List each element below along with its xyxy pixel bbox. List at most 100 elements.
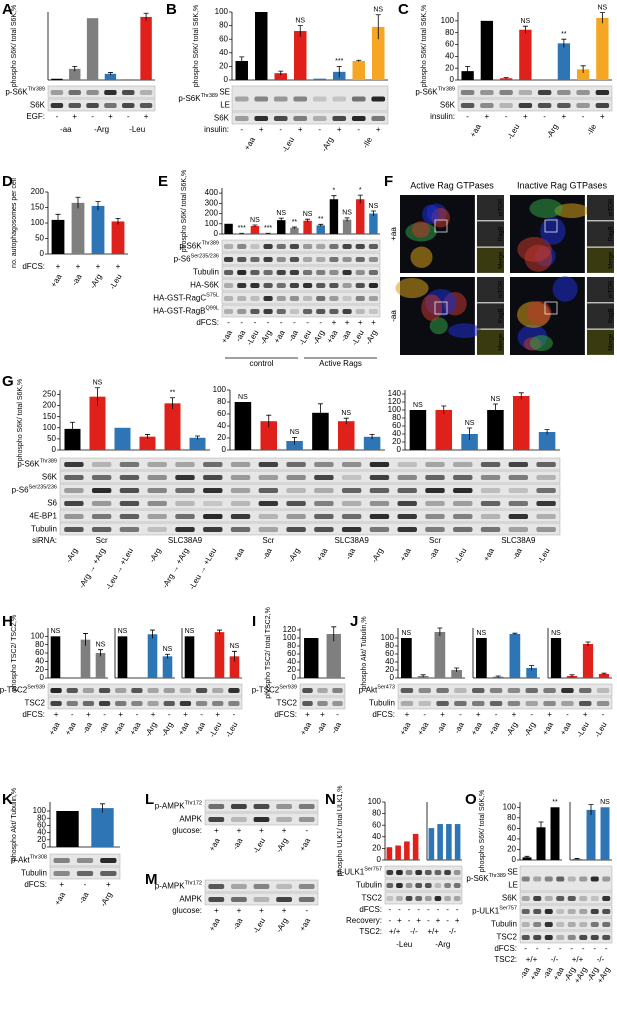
blot-background: [299, 683, 346, 697]
y-tick-label: 40: [35, 656, 44, 665]
blot-band: [386, 896, 394, 901]
blot-label: p-S6KThr389: [17, 459, 57, 469]
blot-band: [250, 296, 260, 301]
bar: [286, 441, 303, 450]
blot-band: [276, 804, 293, 809]
bar: [277, 220, 286, 234]
panel-letter: N: [325, 791, 336, 808]
condition-value: +: [600, 112, 605, 121]
blot-band: [453, 462, 473, 467]
condition-value: -: [71, 710, 74, 719]
condition-value: -: [227, 318, 230, 327]
y-tick-label: 0: [40, 249, 45, 258]
blot-band: [286, 462, 306, 467]
blot-band: [230, 475, 251, 480]
blot-band: [175, 501, 195, 506]
channel-label: Merge: [609, 333, 615, 351]
blot-label: p-S6KThr389: [415, 87, 455, 97]
error-bar: [601, 672, 607, 675]
blot-name: p-S6: [174, 255, 191, 264]
blot-band: [237, 257, 247, 262]
group-label: -aa: [329, 720, 343, 735]
blot-band: [329, 257, 339, 262]
group-label: -Arg: [274, 837, 289, 855]
blot-band: [536, 527, 556, 532]
significance-label: NS: [51, 628, 61, 635]
error-bar: [420, 674, 426, 678]
y-tick-label: 50: [35, 234, 44, 243]
bar: [214, 632, 225, 678]
blot-band: [147, 688, 159, 693]
blot-name: p-S6K: [178, 94, 201, 103]
blot-label: p-S6KThr389: [466, 873, 506, 883]
condition-value: +: [298, 125, 303, 134]
bar: [51, 78, 63, 80]
blot-band: [312, 116, 327, 121]
condition-value: -: [547, 944, 550, 953]
blot-background: [231, 111, 389, 125]
image-row-label: +aa: [389, 227, 398, 241]
blot-superscript: Ser757: [499, 906, 517, 912]
blot-label: Tubulin: [369, 699, 395, 708]
error-bar: [292, 437, 298, 445]
bar: [446, 824, 452, 860]
blot-band: [286, 501, 306, 506]
error-bar: [266, 414, 272, 428]
bar: [104, 73, 117, 80]
blot-band: [397, 462, 417, 467]
bar: [461, 434, 478, 450]
blot-band: [91, 488, 112, 493]
group-label: -aa: [231, 836, 245, 851]
condition-value: +: [183, 710, 188, 719]
condition-value: -: [306, 318, 309, 327]
blot-band: [50, 90, 64, 95]
y-tick-label: 100: [33, 806, 47, 815]
condition-label: Recovery:: [346, 916, 382, 925]
condition-value: +: [320, 710, 325, 719]
blot-band: [258, 462, 279, 467]
condition-value: -: [293, 318, 296, 327]
blot-superscript: Ser235/236: [29, 485, 57, 491]
error-bar: [492, 403, 498, 416]
blot-band: [86, 90, 99, 95]
y-tick-label: 20: [392, 437, 401, 446]
error-bar: [278, 217, 284, 223]
cell-signal: [540, 217, 566, 245]
blot-band: [119, 514, 140, 519]
condition-value: -: [605, 944, 608, 953]
blot-band: [195, 688, 208, 693]
blot-name: S6: [47, 499, 57, 508]
blot-band: [119, 475, 140, 480]
blot-band: [590, 876, 599, 882]
blot-band: [418, 688, 431, 693]
condition-value: +: [116, 262, 121, 271]
condition-value: Scr: [262, 536, 274, 545]
y-tick-label: 100: [205, 219, 219, 228]
error-bar: [588, 804, 594, 816]
subgroup-label: Active Rags: [319, 359, 362, 368]
blot-label: HA-S6K: [190, 281, 220, 290]
blot-band: [302, 701, 313, 706]
blot-band: [595, 90, 610, 95]
blot-name: p-TSC2: [0, 686, 28, 695]
bar: [89, 396, 106, 450]
blot-band: [368, 257, 379, 262]
y-tick-label: 100: [283, 633, 297, 642]
error-bar: [529, 665, 535, 671]
cell-signal: [524, 244, 553, 272]
blot-label: Tubulin: [193, 268, 219, 277]
blot-band: [444, 896, 451, 901]
blot-band: [544, 896, 553, 901]
bar: [522, 857, 532, 860]
error-bar: [165, 653, 170, 659]
blot-exposure-tag: LE: [220, 101, 230, 110]
blot-background: [221, 265, 381, 279]
blot-band: [234, 116, 249, 121]
condition-value: +: [86, 710, 91, 719]
condition-value: -: [280, 318, 283, 327]
blot-band: [536, 514, 556, 519]
error-bar: [297, 25, 303, 37]
channel-label: RagB: [609, 308, 615, 323]
bar: [598, 674, 610, 678]
y-tick-label: 80: [217, 397, 226, 406]
